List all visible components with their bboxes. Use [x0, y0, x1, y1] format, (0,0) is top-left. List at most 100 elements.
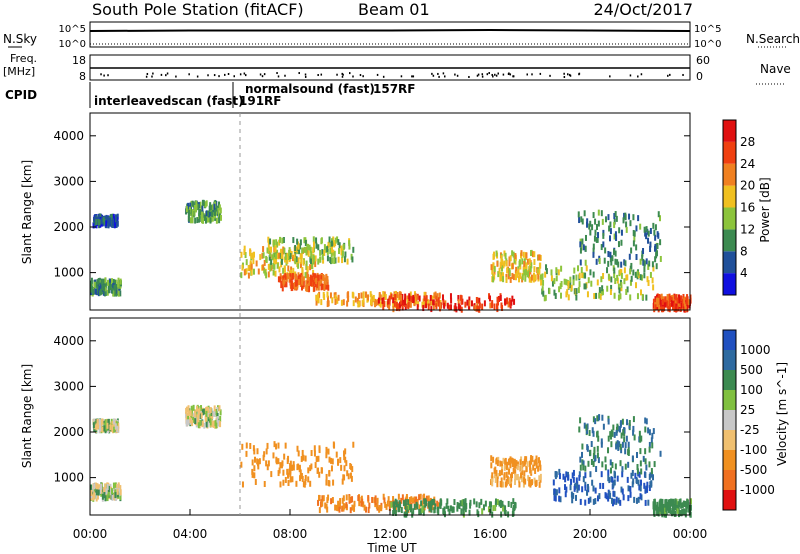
heatmap-cell [583, 210, 586, 217]
heatmap-cell [623, 436, 626, 443]
heatmap-cell [481, 508, 484, 515]
heatmap-cell [353, 500, 356, 507]
heatmap-cell [377, 297, 380, 304]
heatmap-cell [596, 452, 599, 459]
heatmap-cell [290, 280, 293, 287]
heatmap-cell [620, 269, 623, 276]
heatmap-cell [207, 216, 210, 223]
heatmap-cell [310, 252, 313, 259]
heatmap-cell [652, 222, 655, 229]
heatmap-cell [590, 458, 593, 465]
heatmap-cell [577, 484, 580, 491]
heatmap-cell [595, 258, 598, 265]
heatmap-cell [664, 301, 667, 308]
heatmap-cell [279, 273, 282, 280]
heatmap-cell [95, 424, 98, 431]
heatmap-cell [325, 473, 328, 480]
velocity-colorbar-swatch [723, 330, 736, 350]
heatmap-cell [252, 445, 255, 452]
heatmap-cell [287, 265, 290, 272]
heatmap-cell [96, 285, 99, 292]
heatmap-cell [653, 229, 656, 236]
heatmap-cell [323, 244, 326, 251]
heatmap-cell [551, 280, 554, 287]
heatmap-cell [612, 424, 615, 431]
heatmap-cell [301, 275, 304, 282]
heatmap-cell [613, 233, 616, 240]
x-tick-label: 12:00 [373, 527, 408, 541]
heatmap-cell [112, 482, 115, 489]
heatmap-cell [113, 222, 116, 229]
heatmap-cell [611, 476, 614, 483]
heatmap-cell [351, 466, 354, 473]
heatmap-cell [379, 294, 382, 301]
heatmap-cell [513, 257, 516, 264]
heatmap-cell [113, 279, 116, 286]
heatmap-cell [615, 234, 618, 241]
heatmap-cell [601, 414, 604, 421]
power-colorbar-tick: 8 [740, 244, 748, 258]
heatmap-cell [491, 476, 494, 483]
heatmap-cell [559, 496, 562, 503]
heatmap-cell [531, 455, 534, 462]
heatmap-cell [119, 290, 122, 297]
heatmap-cell [661, 498, 664, 505]
heatmap-cell [321, 253, 324, 260]
nave-dot [568, 73, 571, 76]
heatmap-cell [281, 285, 284, 292]
heatmap-cell [648, 461, 651, 468]
heatmap-cell [99, 282, 102, 289]
heatmap-cell [519, 272, 522, 279]
heatmap-cell [341, 505, 344, 512]
heatmap-cell [200, 405, 203, 412]
heatmap-cell [658, 500, 661, 507]
heatmap-cell [545, 264, 548, 271]
heatmap-cell [648, 441, 651, 448]
heatmap-cell [352, 441, 355, 448]
heatmap-cell [102, 216, 105, 223]
power-ylabel: Slant Range [km] [20, 160, 34, 264]
heatmap-cell [567, 294, 570, 301]
heatmap-cell [273, 263, 276, 270]
nave-dot [145, 75, 148, 78]
heatmap-cell [573, 267, 576, 274]
nave-dot [497, 72, 499, 75]
heatmap-cell [92, 422, 95, 429]
heatmap-cell [493, 251, 496, 258]
heatmap-cell [666, 300, 669, 307]
heatmap-cell [219, 214, 222, 221]
heatmap-cell [670, 500, 673, 507]
nave-dot [152, 72, 154, 75]
heatmap-cell [517, 476, 520, 483]
heatmap-cell [441, 294, 444, 301]
heatmap-cell [219, 207, 222, 214]
heatmap-cell [362, 501, 365, 508]
heatmap-cell [265, 460, 268, 467]
heatmap-cell [312, 273, 315, 280]
heatmap-cell [570, 284, 573, 291]
heatmap-cell [108, 282, 111, 289]
heatmap-cell [602, 241, 605, 248]
heatmap-cell [325, 452, 328, 459]
heatmap-cell [185, 411, 188, 418]
heatmap-cell [506, 298, 509, 305]
heatmap-cell [594, 498, 597, 505]
heatmap-cell [188, 206, 191, 213]
heatmap-cell [598, 414, 601, 421]
y-tick-label: 2000 [53, 220, 84, 234]
heatmap-cell [594, 487, 597, 494]
heatmap-cell [102, 289, 105, 296]
heatmap-cell [191, 209, 194, 216]
x-tick-label: 00:00 [73, 527, 108, 541]
heatmap-cell [293, 253, 296, 260]
heatmap-cell [577, 211, 580, 218]
heatmap-cell [192, 404, 195, 411]
heatmap-cell [279, 462, 282, 469]
heatmap-cell [275, 443, 278, 450]
heatmap-cell [298, 248, 301, 255]
heatmap-cell [330, 498, 333, 505]
heatmap-cell [609, 289, 612, 296]
heatmap-cell [469, 502, 472, 509]
heatmap-cell [433, 506, 436, 513]
heatmap-cell [650, 471, 653, 478]
